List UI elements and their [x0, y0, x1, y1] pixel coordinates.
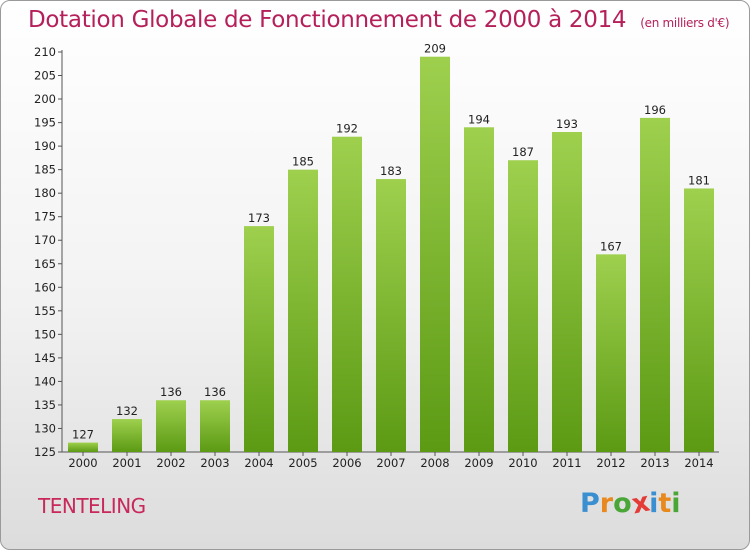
value-label: 167 — [600, 239, 622, 253]
bar-2004 — [244, 226, 274, 452]
x-tick-label: 2001 — [112, 456, 141, 470]
logo-letter: i — [649, 488, 659, 519]
logo-letter: r — [599, 488, 614, 519]
y-tick-label: 170 — [34, 233, 56, 247]
y-tick-label: 125 — [34, 445, 56, 459]
unit-label: (en milliers d'€) — [640, 16, 730, 30]
x-tick-label: 2011 — [552, 456, 581, 470]
value-label: 173 — [248, 211, 270, 225]
value-label: 192 — [336, 122, 358, 136]
bar-2008 — [420, 56, 450, 453]
bars: 127 132 136 136 173 185 192 183 209 194 187 193 167 1… — [68, 42, 714, 453]
logo-letter: i — [671, 488, 681, 519]
y-tick-label: 210 — [34, 45, 56, 59]
bar-2003 — [200, 400, 230, 452]
x-tick-label: 2005 — [288, 456, 317, 470]
y-tick-label: 190 — [34, 139, 56, 153]
bar-2002 — [156, 400, 186, 452]
bar-2005 — [288, 169, 318, 452]
bar-2010 — [508, 160, 538, 452]
value-label: 136 — [160, 385, 182, 399]
y-tick-label: 195 — [34, 116, 56, 130]
value-label: 181 — [688, 173, 710, 187]
x-tick-label: 2002 — [156, 456, 185, 470]
y-tick-label: 205 — [34, 69, 56, 83]
logo-letter: P — [580, 488, 600, 519]
x-tick-label: 2008 — [420, 456, 449, 470]
x-tick-label: 2000 — [68, 456, 97, 470]
bar-2001 — [112, 419, 142, 452]
y-tick-label: 150 — [34, 327, 56, 341]
x-tick-label: 2003 — [200, 456, 229, 470]
y-tick-label: 165 — [34, 257, 56, 271]
value-label: 132 — [116, 404, 138, 418]
y-tick-label: 155 — [34, 304, 56, 318]
value-label: 209 — [424, 42, 446, 56]
value-label: 185 — [292, 155, 314, 169]
bar-2013 — [640, 117, 670, 452]
bar-2000 — [68, 442, 98, 452]
bar-2007 — [376, 179, 406, 452]
proxiti-logo: Proxiti — [580, 487, 681, 521]
bar-2012 — [596, 254, 626, 452]
bar-2009 — [464, 127, 494, 452]
value-label: 193 — [556, 117, 578, 131]
value-label: 183 — [380, 164, 402, 178]
y-tick-label: 145 — [34, 351, 56, 365]
x-tick-label: 2012 — [596, 456, 625, 470]
x-tick-label: 2013 — [640, 456, 669, 470]
y-tick-label: 175 — [34, 210, 56, 224]
x-tick-label: 2009 — [464, 456, 493, 470]
y-tick-label: 160 — [34, 280, 56, 294]
y-tick-label: 130 — [34, 421, 56, 435]
y-tick-label: 185 — [34, 163, 56, 177]
bar-2014 — [684, 188, 714, 452]
x-tick-label: 2014 — [684, 456, 713, 470]
chart-title: Dotation Globale de Fonctionnement de 20… — [28, 7, 730, 33]
y-tick-label: 135 — [34, 398, 56, 412]
y-tick-label: 200 — [34, 92, 56, 106]
axes: 1251301351401451501551601651701751801851… — [34, 45, 719, 470]
x-tick-label: 2010 — [508, 456, 537, 470]
bar-2006 — [332, 136, 362, 453]
x-tick-label: 2007 — [376, 456, 405, 470]
value-label: 194 — [468, 112, 490, 126]
commune-name: TENTELING — [38, 494, 146, 518]
x-tick-label: 2004 — [244, 456, 273, 470]
value-label: 187 — [512, 145, 534, 159]
bar-2011 — [552, 132, 582, 452]
value-label: 196 — [644, 103, 666, 117]
x-tick-label: 2006 — [332, 456, 361, 470]
logo-letter: t — [658, 488, 672, 519]
title-text: Dotation Globale de Fonctionnement de 20… — [28, 7, 627, 33]
value-label: 127 — [72, 428, 94, 442]
y-tick-label: 180 — [34, 186, 56, 200]
logo-letter: o — [613, 488, 632, 519]
value-label: 136 — [204, 385, 226, 399]
y-tick-label: 140 — [34, 374, 56, 388]
